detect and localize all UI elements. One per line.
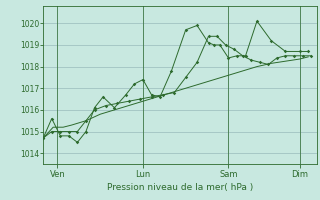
- X-axis label: Pression niveau de la mer( hPa ): Pression niveau de la mer( hPa ): [107, 183, 253, 192]
